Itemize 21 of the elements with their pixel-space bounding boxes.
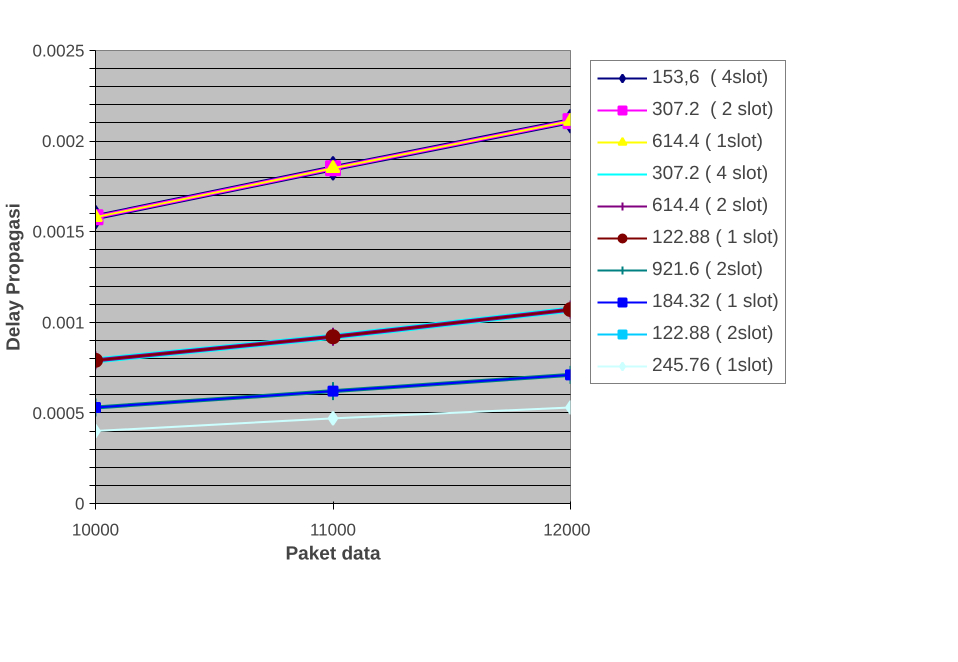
legend-label: 245.76 ( 1slot) [652,355,774,377]
x-axis-title: Paket data [285,544,381,564]
y-tick-label: 0.001 [42,313,85,332]
y-tick-label: 0.002 [42,132,85,152]
y-tick-label: 0.0015 [32,222,85,242]
legend-label: 122.88 ( 2slot) [652,323,774,345]
y-tick-label: 0 [75,494,85,514]
x-tick-label: 10000 [72,520,120,540]
y-tick-label: 0.0025 [32,42,85,60]
y-axis-title: Delay Propagasi [4,203,25,351]
legend-label: 614.4 ( 1slot) [652,131,763,153]
legend-label: 307.2 ( 2 slot) [652,99,774,121]
legend-label: 122.88 ( 1 slot) [652,227,779,249]
legend-label: 307.2 ( 4 slot) [652,163,768,185]
x-tick-label: 12000 [543,520,591,540]
legend-label: 614.4 ( 2 slot) [652,195,768,217]
legend-label: 153,6 ( 4slot) [652,67,768,89]
legend-label: 921.6 ( 2slot) [652,259,763,281]
y-tick-label: 0.0005 [32,404,85,423]
legend-label: 184.32 ( 1 slot) [652,291,779,313]
x-tick-label: 11000 [310,520,356,540]
